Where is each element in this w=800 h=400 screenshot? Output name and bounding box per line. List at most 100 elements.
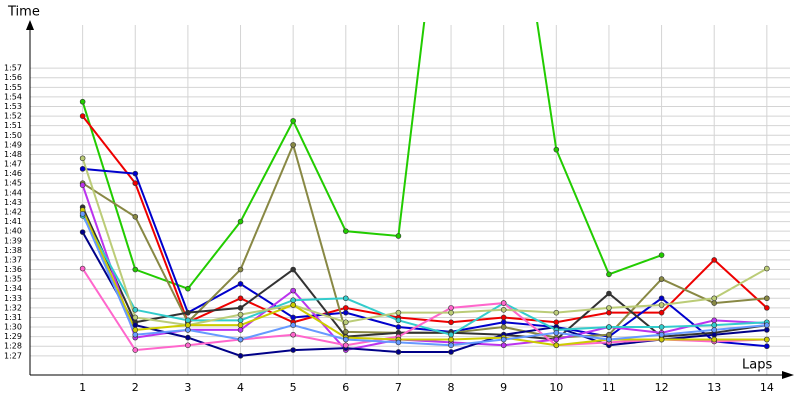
- point: [395, 317, 402, 324]
- y-tick-label: 1:49: [4, 140, 22, 149]
- y-tick-label: 1:39: [4, 236, 22, 245]
- x-axis-title: Laps: [742, 358, 772, 373]
- point: [79, 166, 86, 172]
- point: [395, 349, 402, 355]
- point: [342, 228, 349, 234]
- point: [711, 336, 718, 343]
- point: [711, 300, 718, 306]
- point: [764, 305, 770, 311]
- point: [237, 322, 244, 328]
- series-line: [81, 215, 767, 336]
- point: [606, 331, 612, 338]
- y-tick-label: 1:55: [4, 83, 22, 92]
- point: [290, 266, 296, 273]
- point: [658, 309, 665, 316]
- y-tick-label: 1:27: [4, 351, 22, 360]
- point: [500, 336, 507, 343]
- point: [79, 211, 86, 217]
- point: [606, 336, 612, 343]
- x-axis-arrow: [782, 371, 794, 379]
- y-tick-label: 1:34: [4, 284, 22, 293]
- point: [342, 342, 349, 349]
- point: [185, 322, 191, 328]
- point: [500, 324, 507, 330]
- point: [132, 327, 139, 333]
- point: [658, 324, 665, 330]
- point: [395, 233, 402, 239]
- point: [79, 182, 86, 188]
- series-line: [81, 157, 768, 327]
- point: [342, 309, 349, 316]
- y-tick-label: 1:35: [4, 275, 22, 284]
- point: [342, 295, 349, 302]
- x-tick-label: 12: [655, 381, 669, 394]
- y-tick-label: 1:48: [4, 150, 22, 159]
- point: [290, 314, 296, 321]
- y-tick-label: 1:28: [4, 342, 22, 351]
- x-tick-label: 2: [132, 381, 139, 394]
- series-line: [81, 22, 662, 290]
- point: [237, 218, 244, 225]
- point: [553, 309, 560, 316]
- point: [132, 180, 139, 187]
- y-tick-label: 1:31: [4, 313, 22, 322]
- y-tick-label: 1:53: [4, 102, 22, 111]
- point: [395, 309, 402, 316]
- point: [132, 266, 139, 273]
- point: [448, 309, 454, 316]
- point: [448, 331, 454, 338]
- y-tick-label: 1:33: [4, 294, 22, 303]
- point: [237, 327, 244, 333]
- point: [500, 300, 507, 306]
- point: [290, 287, 296, 294]
- point: [290, 297, 296, 304]
- point: [553, 342, 560, 349]
- point: [553, 319, 560, 326]
- y-tick-label: 1:36: [4, 265, 22, 274]
- point: [79, 155, 86, 162]
- x-tick-label: 5: [290, 381, 297, 394]
- point: [764, 336, 770, 343]
- point: [342, 305, 349, 311]
- point: [395, 339, 402, 346]
- point: [132, 347, 139, 353]
- point: [606, 324, 612, 330]
- point: [658, 276, 665, 282]
- point: [658, 295, 665, 302]
- y-tick-label: 1:57: [4, 64, 22, 73]
- point: [711, 317, 718, 324]
- point: [500, 342, 507, 349]
- point: [79, 229, 86, 235]
- x-tick-label: 3: [184, 381, 191, 394]
- point: [606, 305, 612, 311]
- point: [711, 295, 718, 302]
- point: [237, 311, 244, 318]
- point: [553, 146, 560, 153]
- point: [237, 353, 244, 359]
- series-line: [81, 115, 768, 324]
- point: [237, 305, 244, 311]
- y-tick-label: 1:32: [4, 303, 22, 312]
- point: [658, 252, 665, 258]
- point: [132, 213, 139, 220]
- y-tick-label: 1:40: [4, 227, 22, 236]
- point: [711, 322, 718, 328]
- y-tick-label: 1:29: [4, 332, 22, 341]
- point: [500, 319, 507, 326]
- point: [448, 305, 454, 311]
- y-tick-label: 1:38: [4, 246, 22, 255]
- point: [606, 290, 612, 297]
- point: [185, 334, 191, 341]
- point: [764, 265, 770, 272]
- x-tick-label: 8: [448, 381, 455, 394]
- point: [658, 331, 665, 338]
- point: [132, 314, 139, 321]
- point: [764, 343, 770, 350]
- y-tick-label: 1:51: [4, 121, 22, 130]
- point: [237, 281, 244, 287]
- x-tick-label: 14: [760, 381, 774, 394]
- point: [79, 113, 86, 119]
- point: [711, 327, 718, 333]
- point: [185, 317, 191, 324]
- y-axis-title: Time: [7, 5, 40, 20]
